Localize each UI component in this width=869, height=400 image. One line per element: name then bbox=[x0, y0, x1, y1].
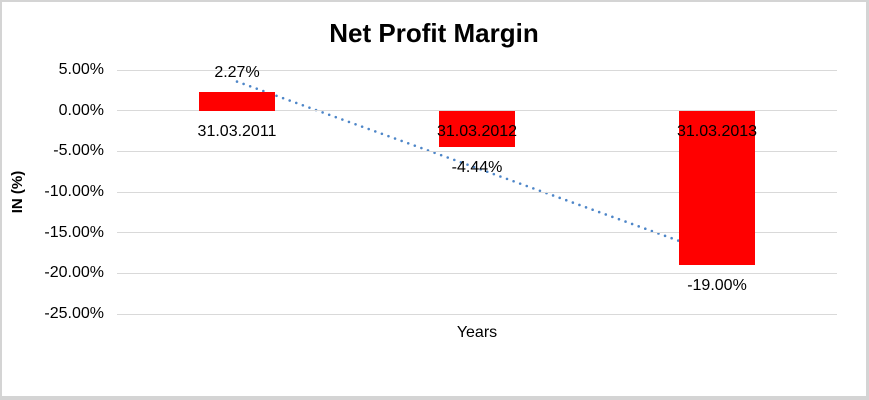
bar[interactable] bbox=[199, 92, 275, 111]
y-tick-label: -25.00% bbox=[44, 305, 104, 322]
category-label: 31.03.2012 bbox=[436, 122, 518, 140]
bar[interactable] bbox=[439, 110, 515, 147]
gridline bbox=[117, 272, 837, 274]
chart-title: Net Profit Margin bbox=[329, 18, 539, 48]
y-tick-label: -15.00% bbox=[44, 223, 104, 241]
data-label: -19.00% bbox=[687, 277, 747, 295]
gridline bbox=[117, 232, 837, 234]
data-label: -4.44% bbox=[451, 158, 503, 176]
gridline bbox=[117, 191, 837, 193]
data-label: 2.27% bbox=[214, 64, 260, 82]
gridline bbox=[117, 313, 837, 315]
y-tick-label: 0.00% bbox=[58, 101, 104, 119]
category-label: 31.03.2011 bbox=[197, 122, 277, 140]
gridline bbox=[117, 69, 837, 71]
y-tick-label: 5.00% bbox=[58, 61, 104, 78]
x-axis-title: Years bbox=[456, 324, 498, 341]
gridline bbox=[117, 150, 837, 152]
y-tick-label: -20.00% bbox=[44, 264, 104, 282]
bar[interactable] bbox=[679, 110, 755, 266]
category-label: 31.03.2013 bbox=[676, 122, 758, 140]
y-tick-label: -5.00% bbox=[53, 142, 104, 160]
y-tick-label: -10.00% bbox=[44, 183, 104, 200]
